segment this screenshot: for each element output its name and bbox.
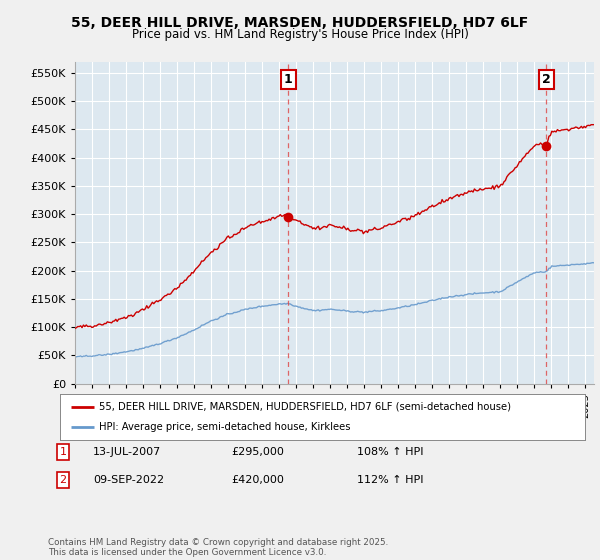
Text: 2: 2	[542, 73, 551, 86]
Text: 1: 1	[59, 447, 67, 457]
Text: 108% ↑ HPI: 108% ↑ HPI	[357, 447, 424, 457]
Text: £420,000: £420,000	[231, 475, 284, 485]
Text: Contains HM Land Registry data © Crown copyright and database right 2025.
This d: Contains HM Land Registry data © Crown c…	[48, 538, 388, 557]
Text: HPI: Average price, semi-detached house, Kirklees: HPI: Average price, semi-detached house,…	[100, 422, 351, 432]
Text: 55, DEER HILL DRIVE, MARSDEN, HUDDERSFIELD, HD7 6LF (semi-detached house): 55, DEER HILL DRIVE, MARSDEN, HUDDERSFIE…	[100, 402, 511, 412]
Text: 112% ↑ HPI: 112% ↑ HPI	[357, 475, 424, 485]
Text: 55, DEER HILL DRIVE, MARSDEN, HUDDERSFIELD, HD7 6LF: 55, DEER HILL DRIVE, MARSDEN, HUDDERSFIE…	[71, 16, 529, 30]
Text: £295,000: £295,000	[231, 447, 284, 457]
Text: Price paid vs. HM Land Registry's House Price Index (HPI): Price paid vs. HM Land Registry's House …	[131, 28, 469, 41]
Text: 2: 2	[59, 475, 67, 485]
Text: 09-SEP-2022: 09-SEP-2022	[93, 475, 164, 485]
Text: 13-JUL-2007: 13-JUL-2007	[93, 447, 161, 457]
Text: 1: 1	[284, 73, 293, 86]
